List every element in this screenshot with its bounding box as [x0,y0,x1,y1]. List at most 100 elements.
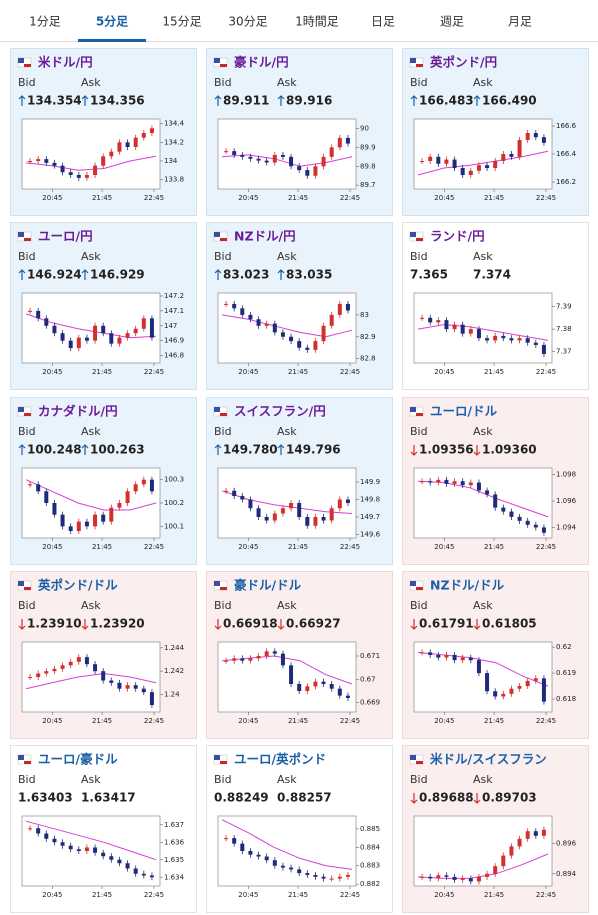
candle [337,688,342,696]
flag-icon [18,407,24,412]
tab[interactable]: 1分足 [29,15,61,29]
candle [305,347,310,350]
bid-value: 0.66918 [223,617,278,631]
ask-value: 0.89703 [482,791,537,805]
candle [444,875,449,877]
tab[interactable]: 30分足 [228,15,267,29]
candle [84,521,89,527]
candle [256,158,261,161]
candle [224,490,229,492]
candle [133,685,138,689]
direction-arrow [214,619,222,630]
bid-label: Bid [214,599,232,612]
candle [493,161,498,168]
candle [101,325,106,334]
bid-label: Bid [410,425,428,438]
candle [436,156,441,164]
y-tick-label: 0.896 [556,839,577,847]
candle [452,159,457,168]
candle [93,664,98,672]
moving-average [25,155,157,171]
pair-title: スイスフラン/円 [234,404,326,419]
direction-arrow [214,95,222,106]
candle [476,482,481,491]
x-tick-label: 20:45 [238,543,258,551]
direction-arrow [277,269,285,280]
candle [337,876,342,879]
candle [460,324,465,334]
candle [517,838,522,847]
candle [420,876,425,878]
candle [444,479,449,484]
y-tick-label: 147.1 [164,307,184,315]
x-tick-label: 21:45 [92,891,112,899]
bid-label: Bid [214,773,232,786]
ask-label: Ask [277,773,297,786]
candle [541,344,546,354]
tab[interactable]: 月足 [508,15,532,29]
bid-value: 1.63403 [18,791,73,805]
tab[interactable]: 1時間足 [295,15,339,29]
bid-label: Bid [214,250,232,263]
candle [329,147,334,157]
tab[interactable]: 15分足 [162,15,201,29]
x-tick-label: 22:45 [340,368,360,376]
x-tick-label: 20:45 [434,194,454,202]
y-tick-label: 1.242 [164,667,184,675]
pair-title: ユーロ/円 [38,229,93,244]
candle [337,137,342,148]
candle [460,657,465,661]
tab[interactable]: 週足 [440,15,464,29]
x-tick-label: 21:45 [288,543,308,551]
candle [493,494,498,508]
chart-area [21,292,161,364]
direction-arrow [410,445,418,456]
candle [476,876,481,882]
candle [52,503,57,515]
direction-arrow [277,619,285,630]
candle [468,657,473,661]
candle [117,142,122,152]
candle [272,323,277,333]
candle [493,866,498,874]
x-tick-label: 20:45 [42,891,62,899]
candle [525,680,530,687]
tab[interactable]: 日足 [371,15,395,29]
candle [76,337,81,349]
candle [76,521,81,531]
candle [272,860,277,866]
direction-arrow [18,95,26,106]
candle [289,503,294,509]
candle [84,847,89,851]
y-tick-label: 149.9 [360,478,380,486]
candle [224,151,229,153]
moving-average [417,651,549,687]
candle [44,671,49,674]
candle [493,335,498,341]
tab-underline [78,39,146,42]
candle [436,875,441,879]
tab[interactable]: 5分足 [96,14,128,29]
chart-area [217,641,357,713]
pair-title: ユーロ/豪ドル [38,752,118,767]
candle [509,846,514,856]
y-tick-label: 7.37 [556,348,572,356]
candle [36,159,41,161]
ask-label: Ask [81,250,101,263]
candle [76,849,81,851]
